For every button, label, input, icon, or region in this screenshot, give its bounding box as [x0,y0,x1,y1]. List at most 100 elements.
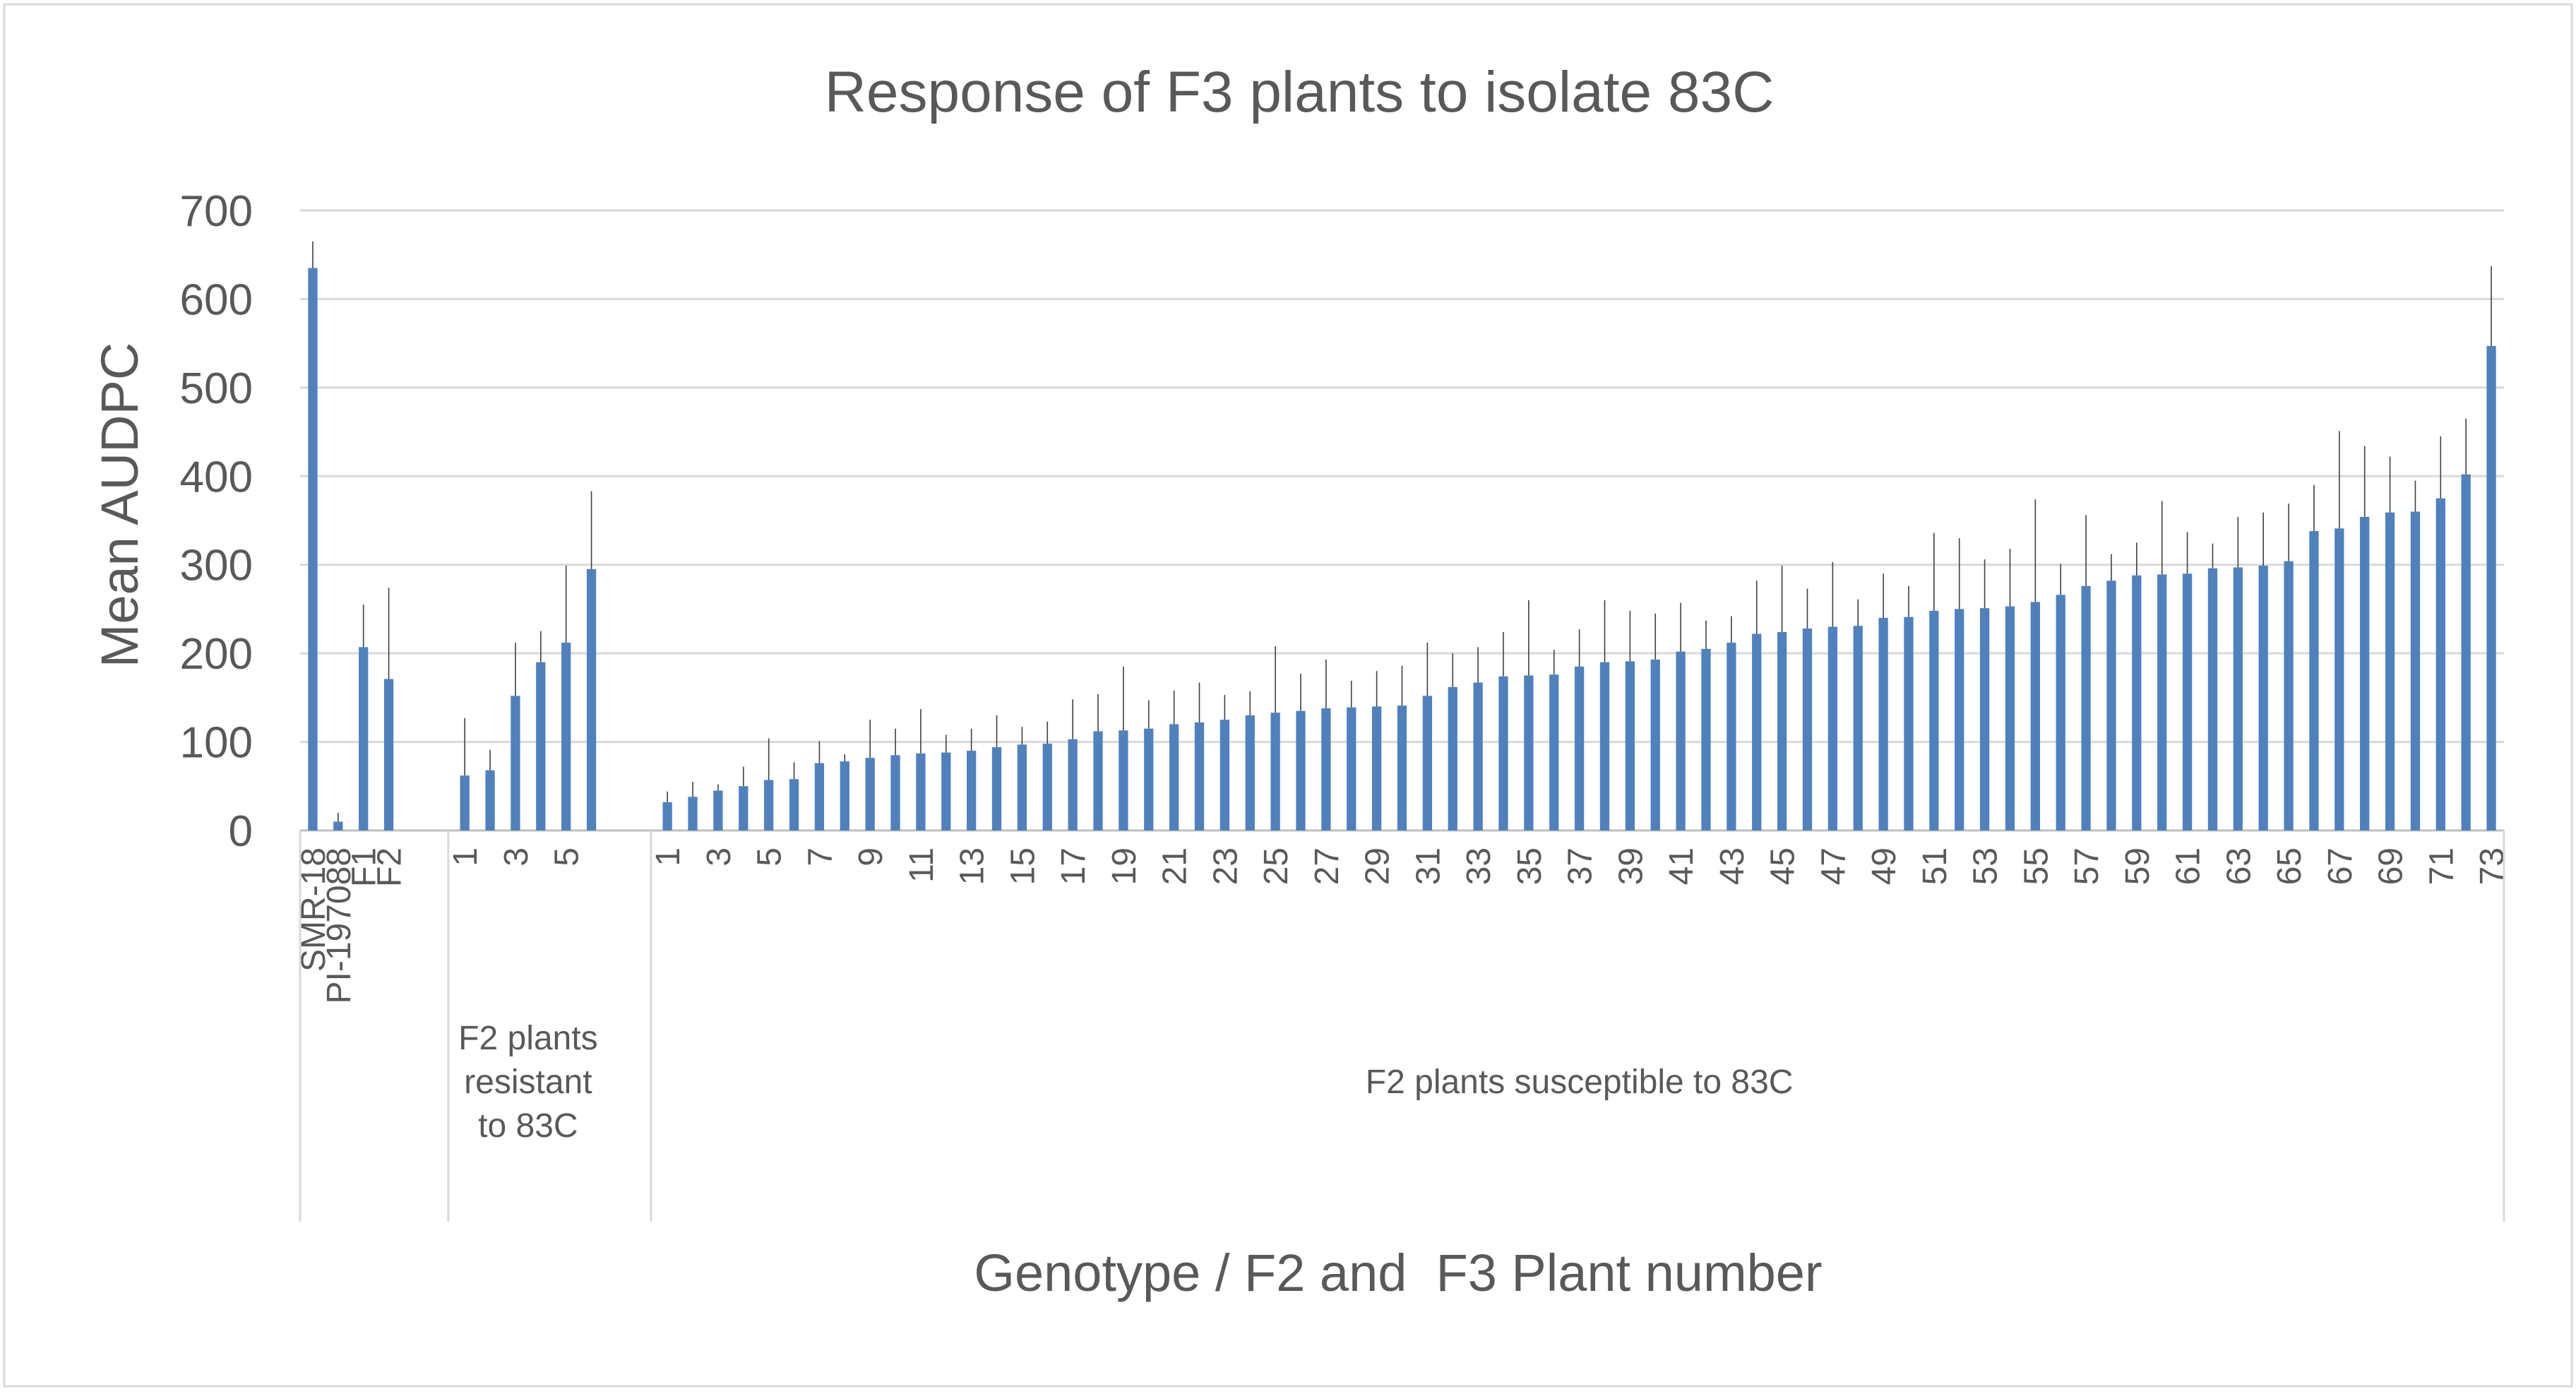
y-tick-label: 0 [229,807,253,856]
x-tick-label: 71 [2423,847,2460,885]
bar [1878,617,1888,830]
y-tick-label: 700 [180,187,253,236]
bar [460,775,470,830]
bar [789,779,799,830]
bar [1270,713,1280,830]
bar [2461,474,2471,830]
x-tick-label: 43 [1714,847,1751,885]
bar [333,821,343,830]
x-tick-label: 35 [1511,847,1549,885]
x-tick-label: 11 [903,847,941,883]
bar [2233,567,2243,830]
x-tick-label: 3 [700,847,738,866]
y-tick-label: 600 [180,275,253,324]
x-tick-label: 21 [1157,847,1194,885]
x-tick-label: 37 [1562,847,1599,885]
bar [2182,573,2193,830]
x-tick-label: 25 [1258,847,1295,885]
bar [2334,528,2344,830]
x-tick-label: 41 [1663,847,1700,885]
group-label: F2 plants resistant to 83C [458,1020,597,1145]
bar [865,758,875,830]
bar [1701,648,1711,830]
bar [2056,595,2065,830]
x-tick-label: PI-197088 [321,847,358,1004]
chart-title: Response of F3 plants to isolate 83C [825,60,1775,124]
bar [383,679,394,830]
group-label: F2 plants susceptible to 83C [1366,1064,1794,1101]
x-tick-label: 59 [2119,847,2157,885]
bar [586,568,597,830]
bar [1296,710,1306,830]
x-tick-label: F1 [346,847,383,887]
bar [2486,345,2496,830]
x-tick-label: 63 [2220,847,2258,885]
x-tick-label: 39 [1612,847,1650,885]
x-tick-label: 27 [1308,847,1346,885]
x-tick-label: 5 [549,847,586,866]
x-tick-label: 67 [2322,847,2359,885]
bar [840,761,849,830]
bar [1599,662,1610,830]
bar [688,797,698,830]
x-tick-label: 23 [1207,847,1244,885]
bar [2284,561,2294,830]
bar [2360,516,2370,830]
x-tick-label: 5 [751,847,789,866]
y-tick-label: 300 [180,542,253,590]
y-axis-title: Mean AUDPC [90,342,149,668]
y-tick-label: 200 [180,630,253,679]
bar [2030,602,2040,830]
bar [1650,659,1660,830]
y-axis-tick-labels: 0 100 200 300 400 500 600 700 [180,187,253,856]
bar [1853,626,1863,830]
bar [1347,707,1356,830]
bar [1473,682,1483,830]
bar [1904,616,1914,830]
bar [1676,651,1686,830]
x-tick-label: 57 [2068,847,2106,885]
bar [739,786,749,830]
x-tick-label: 55 [2017,847,2055,885]
bar [1119,730,1128,830]
x-tick-label: 9 [852,847,890,866]
bar [308,268,318,830]
bar [814,763,825,830]
bar [1752,633,1762,830]
bar [662,802,672,830]
bar [1093,731,1103,830]
bar [1194,722,1205,830]
x-tick-label: 1 [650,847,687,866]
x-tick-label: 69 [2373,847,2410,885]
error-bars [312,241,2492,822]
x-tick-label: 53 [1967,847,2005,885]
x-tick-label: 65 [2271,847,2308,885]
bar-series [308,268,2496,830]
x-tick-label: 17 [1055,847,1092,885]
bar [941,752,951,830]
bar [967,751,977,830]
bar [1549,674,1559,830]
bar [916,753,926,830]
bar [1042,744,1052,830]
bar [2309,531,2319,830]
bar [890,755,900,830]
x-tick-label: 13 [954,847,991,885]
x-tick-label: 15 [1004,847,1042,885]
bar [2005,606,2015,830]
bar [485,770,495,830]
bar [1397,705,1407,830]
x-tick-label: 31 [1409,847,1447,885]
bar [561,643,571,830]
bar [991,747,1002,830]
x-axis-title: Genotype / F2 and F3 Plant number [974,1244,1822,1302]
y-tick-label: 100 [180,719,253,768]
x-tick-label: 49 [1866,847,1903,885]
bar [1144,728,1154,830]
x-tick-label: 51 [1916,847,1954,885]
bar [1955,609,1964,830]
x-tick-label: 1 [447,847,484,866]
bar [359,647,369,830]
